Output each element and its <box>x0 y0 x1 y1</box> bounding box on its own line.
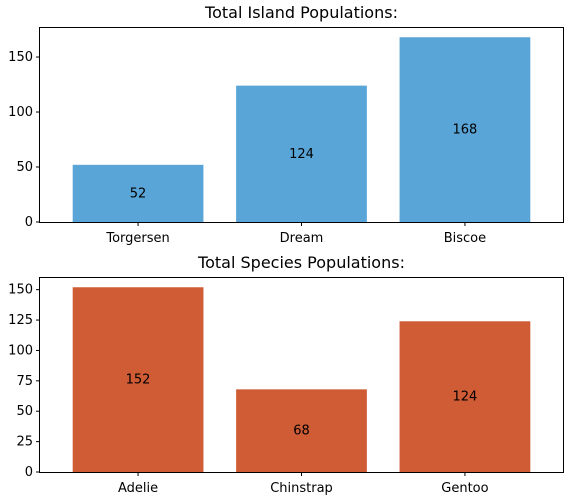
axes-frame <box>39 27 564 223</box>
bar-value-label: 124 <box>289 147 314 162</box>
axes-frame <box>39 277 564 473</box>
chart-title: Total Species Populations: <box>197 253 405 272</box>
y-tick-label: 125 <box>8 313 33 328</box>
x-tick-label: Biscoe <box>444 231 486 246</box>
bar-value-label: 124 <box>453 390 478 405</box>
island-population-chart: Total Island Populations: 52 124 168 Torge… <box>8 3 564 246</box>
chart-title: Total Island Populations: <box>204 3 398 22</box>
y-tick-label: 150 <box>8 283 33 298</box>
species-population-chart: Total Species Populations: 152 68 124 Adel… <box>8 253 564 496</box>
y-tick-label: 50 <box>16 160 33 175</box>
y-tick-label: 150 <box>8 50 33 65</box>
bar-value-label: 52 <box>130 186 147 201</box>
bar-value-label: 168 <box>453 123 478 138</box>
y-tick-label: 25 <box>16 435 33 450</box>
plot-area: 52 124 168 <box>72 37 531 222</box>
bar-value-label: 68 <box>293 424 310 439</box>
bar-biscoe <box>399 37 531 222</box>
x-tick-label: Chinstrap <box>270 481 333 496</box>
bar-value-label: 152 <box>126 373 151 388</box>
y-tick-label: 75 <box>16 374 33 389</box>
bar-chinstrap <box>236 389 367 472</box>
y-tick-label: 0 <box>25 215 33 230</box>
y-tick-label: 100 <box>8 343 33 358</box>
x-tick-label: Gentoo <box>441 481 488 496</box>
x-tick-label: Torgersen <box>105 231 169 246</box>
plot-area: 152 68 124 <box>72 287 531 472</box>
bar-adelie <box>72 287 204 472</box>
bar-torgersen <box>72 164 204 222</box>
x-tick-label: Adelie <box>118 481 158 496</box>
y-tick-label: 50 <box>16 404 33 419</box>
bar-dream <box>236 85 367 222</box>
y-tick-label: 100 <box>8 105 33 120</box>
x-tick-label: Dream <box>280 231 324 246</box>
bar-gentoo <box>399 321 531 472</box>
y-tick-label: 0 <box>25 465 33 480</box>
